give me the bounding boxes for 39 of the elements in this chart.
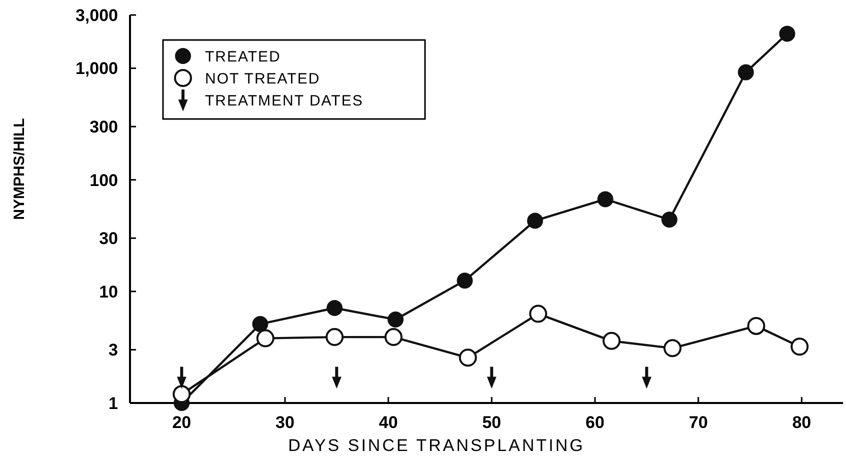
x-tick-label: 30 (276, 413, 294, 432)
point (252, 316, 268, 332)
point (388, 312, 404, 328)
point (172, 385, 191, 404)
point (326, 300, 343, 316)
point (458, 348, 477, 367)
y-tick-label: 10 (99, 282, 118, 302)
point (527, 212, 544, 229)
point (661, 212, 678, 228)
point (529, 304, 548, 323)
y-tick-label: 100 (90, 170, 118, 190)
legend-label: TREATED (205, 48, 281, 66)
point (456, 272, 473, 289)
point (747, 316, 766, 335)
y-tick-label: 30 (99, 229, 118, 248)
point (326, 328, 344, 346)
x-tick-label: 20 (172, 413, 192, 432)
point (602, 332, 621, 350)
x-tick-label: 80 (792, 413, 812, 432)
point (790, 338, 809, 356)
y-tick-label: 3 (108, 340, 118, 360)
x-tick-label: 50 (482, 413, 502, 432)
legend-label: NOT TREATED (205, 70, 320, 88)
x-axis-title: DAYS SINCE TRANSPLANTING (288, 436, 585, 455)
y-axis-title: NYMPHS/HILL (11, 118, 28, 220)
point (256, 329, 274, 348)
y-tick-label: 1,000 (75, 59, 118, 78)
x-tick-label: 40 (378, 413, 398, 432)
point (664, 339, 682, 358)
y-tick-label: 1 (108, 394, 118, 413)
x-tick-label: 60 (586, 413, 604, 432)
point (738, 64, 754, 80)
point (597, 191, 614, 208)
point (384, 328, 402, 346)
point (779, 26, 796, 42)
legend-label: TREATMENT DATES (205, 92, 364, 110)
y-tick-label: 300 (90, 118, 118, 137)
x-tick-label: 70 (688, 413, 708, 432)
y-tick-label: 3,000 (75, 6, 118, 25)
